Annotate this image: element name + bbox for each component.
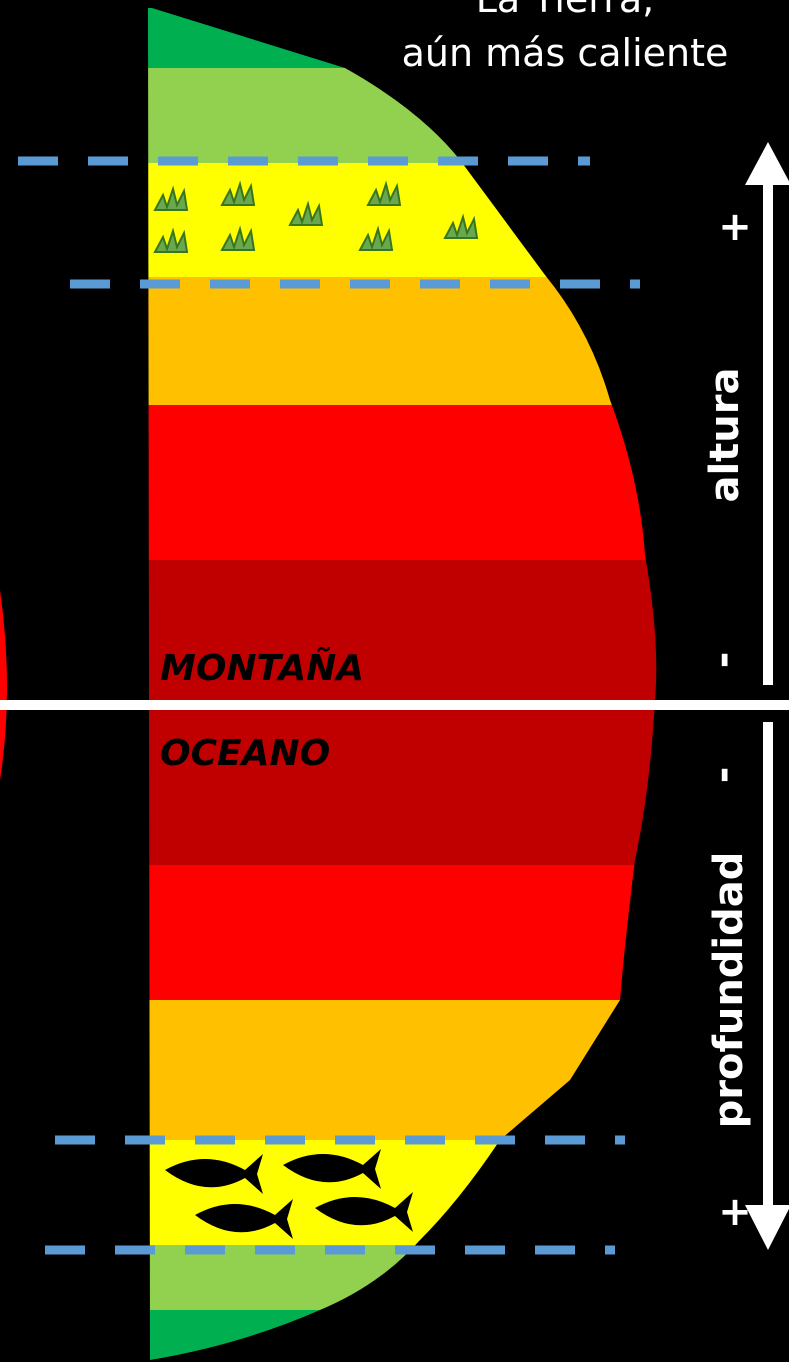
left-sliver (0, 590, 7, 780)
axis-sign: - (700, 652, 746, 669)
axis-sign: + (718, 204, 752, 250)
axis-sign: + (718, 1189, 752, 1235)
grass-icons (153, 180, 479, 253)
up-arrowhead (745, 142, 789, 185)
axis-sign: - (700, 767, 746, 784)
band (148, 865, 657, 1000)
axis-label: altura (702, 367, 748, 502)
title-line1: La Tierra, (476, 0, 654, 21)
zone-label: OCEANO (160, 733, 330, 774)
band (148, 405, 657, 560)
band (148, 560, 657, 865)
zone-label: MONTAÑA (160, 647, 364, 689)
axis-label: profundidad (706, 852, 752, 1129)
fish-icons (165, 1149, 413, 1239)
down-arrowhead (745, 1205, 789, 1250)
title-line2: aún más caliente (402, 31, 729, 75)
